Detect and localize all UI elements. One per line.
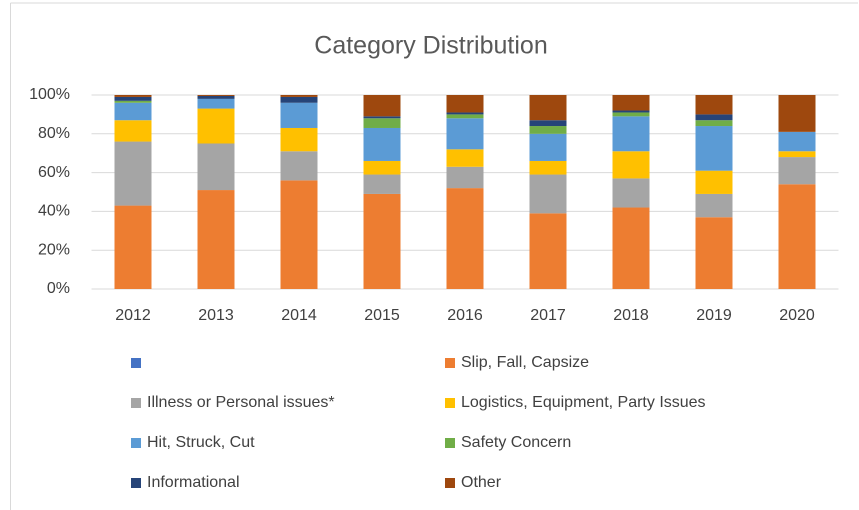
y-tick-label: 0% [47, 280, 70, 297]
bar-segment [363, 116, 401, 119]
legend-label: Illness or Personal issues* [147, 394, 335, 411]
legend-swatch [445, 398, 455, 408]
x-tick-label: 2017 [530, 307, 566, 324]
bar-segment [446, 166, 484, 189]
bar-segment [197, 143, 235, 191]
bar-segment [612, 116, 650, 152]
legend-swatch [445, 438, 455, 448]
bar-segment [778, 157, 816, 185]
y-tick-label: 100% [29, 86, 70, 103]
legend-swatch [131, 358, 141, 368]
y-tick-label: 40% [38, 203, 70, 220]
y-tick-label: 60% [38, 164, 70, 181]
bar-segment [612, 95, 650, 111]
bar-segment [778, 131, 816, 152]
bar-segment [612, 110, 650, 113]
bar-segment [778, 184, 816, 289]
bar-segment [446, 118, 484, 150]
bar-segment [529, 126, 567, 134]
chart-title: Category Distribution [314, 32, 547, 60]
y-tick-label: 80% [38, 125, 70, 142]
bar-segment [446, 112, 484, 115]
bar-segment [197, 108, 235, 144]
bar-segment [529, 133, 567, 161]
bar-segment [114, 95, 152, 97]
x-tick-label: 2019 [696, 307, 732, 324]
bar-segment [695, 114, 733, 121]
bar-segment [446, 95, 484, 113]
legend-swatch [445, 358, 455, 368]
legend-label: Hit, Struck, Cut [147, 434, 255, 451]
legend-swatch [131, 438, 141, 448]
bar-segment [280, 127, 318, 152]
bar-segment [197, 98, 235, 109]
bar-segment [695, 120, 733, 127]
bar-segment [612, 112, 650, 117]
bar-segment [695, 193, 733, 218]
legend-label: Other [461, 474, 502, 491]
x-tick-label: 2014 [281, 307, 317, 324]
bar-segment [612, 151, 650, 179]
bar-segment [114, 120, 152, 142]
bar-segment [280, 102, 318, 128]
bar-segment [529, 174, 567, 214]
bar-segment [363, 174, 401, 194]
bar-segment [280, 180, 318, 289]
bar-segment [363, 95, 401, 117]
bar-segment [363, 160, 401, 175]
bar-segment [778, 95, 816, 132]
bar-segment [280, 151, 318, 181]
bar-segment [114, 96, 152, 101]
bar-segment [280, 96, 318, 103]
bar-segment [529, 160, 567, 175]
bar-segment [612, 178, 650, 208]
legend-label: Slip, Fall, Capsize [461, 354, 589, 371]
bar-segment [778, 151, 816, 158]
bar-segment [695, 95, 733, 115]
x-tick-label: 2015 [364, 307, 400, 324]
bar-segment [695, 217, 733, 289]
bar-segment [114, 102, 152, 121]
bar-segment [529, 213, 567, 289]
bar-segment [446, 114, 484, 119]
legend-label: Safety Concern [461, 434, 571, 451]
bar-segment [280, 95, 318, 97]
bar-segment [114, 205, 152, 289]
x-tick-label: 2013 [198, 307, 234, 324]
legend-swatch [445, 478, 455, 488]
bar-segment [197, 95, 235, 99]
x-tick-label: 2016 [447, 307, 483, 324]
bar-segment [363, 127, 401, 161]
legend-swatch [131, 478, 141, 488]
bar-segment [114, 141, 152, 206]
bar-segment [529, 95, 567, 121]
bar-segment [363, 118, 401, 128]
x-tick-label: 2012 [115, 307, 151, 324]
bar-segment [695, 126, 733, 171]
bar-segment [695, 170, 733, 194]
bar-segment [612, 207, 650, 289]
legend-swatch [131, 398, 141, 408]
x-tick-label: 2018 [613, 307, 649, 324]
bar-segment [446, 188, 484, 289]
x-tick-label: 2020 [779, 307, 815, 324]
bar-segment [114, 100, 152, 103]
y-tick-label: 20% [38, 241, 70, 258]
legend-label: Informational [147, 474, 240, 491]
bar-segment [197, 95, 235, 96]
bar-segment [529, 120, 567, 127]
bar-segment [363, 193, 401, 289]
bar-segment [197, 190, 235, 289]
legend-label: Logistics, Equipment, Party Issues [461, 394, 706, 411]
bar-segment [446, 149, 484, 167]
